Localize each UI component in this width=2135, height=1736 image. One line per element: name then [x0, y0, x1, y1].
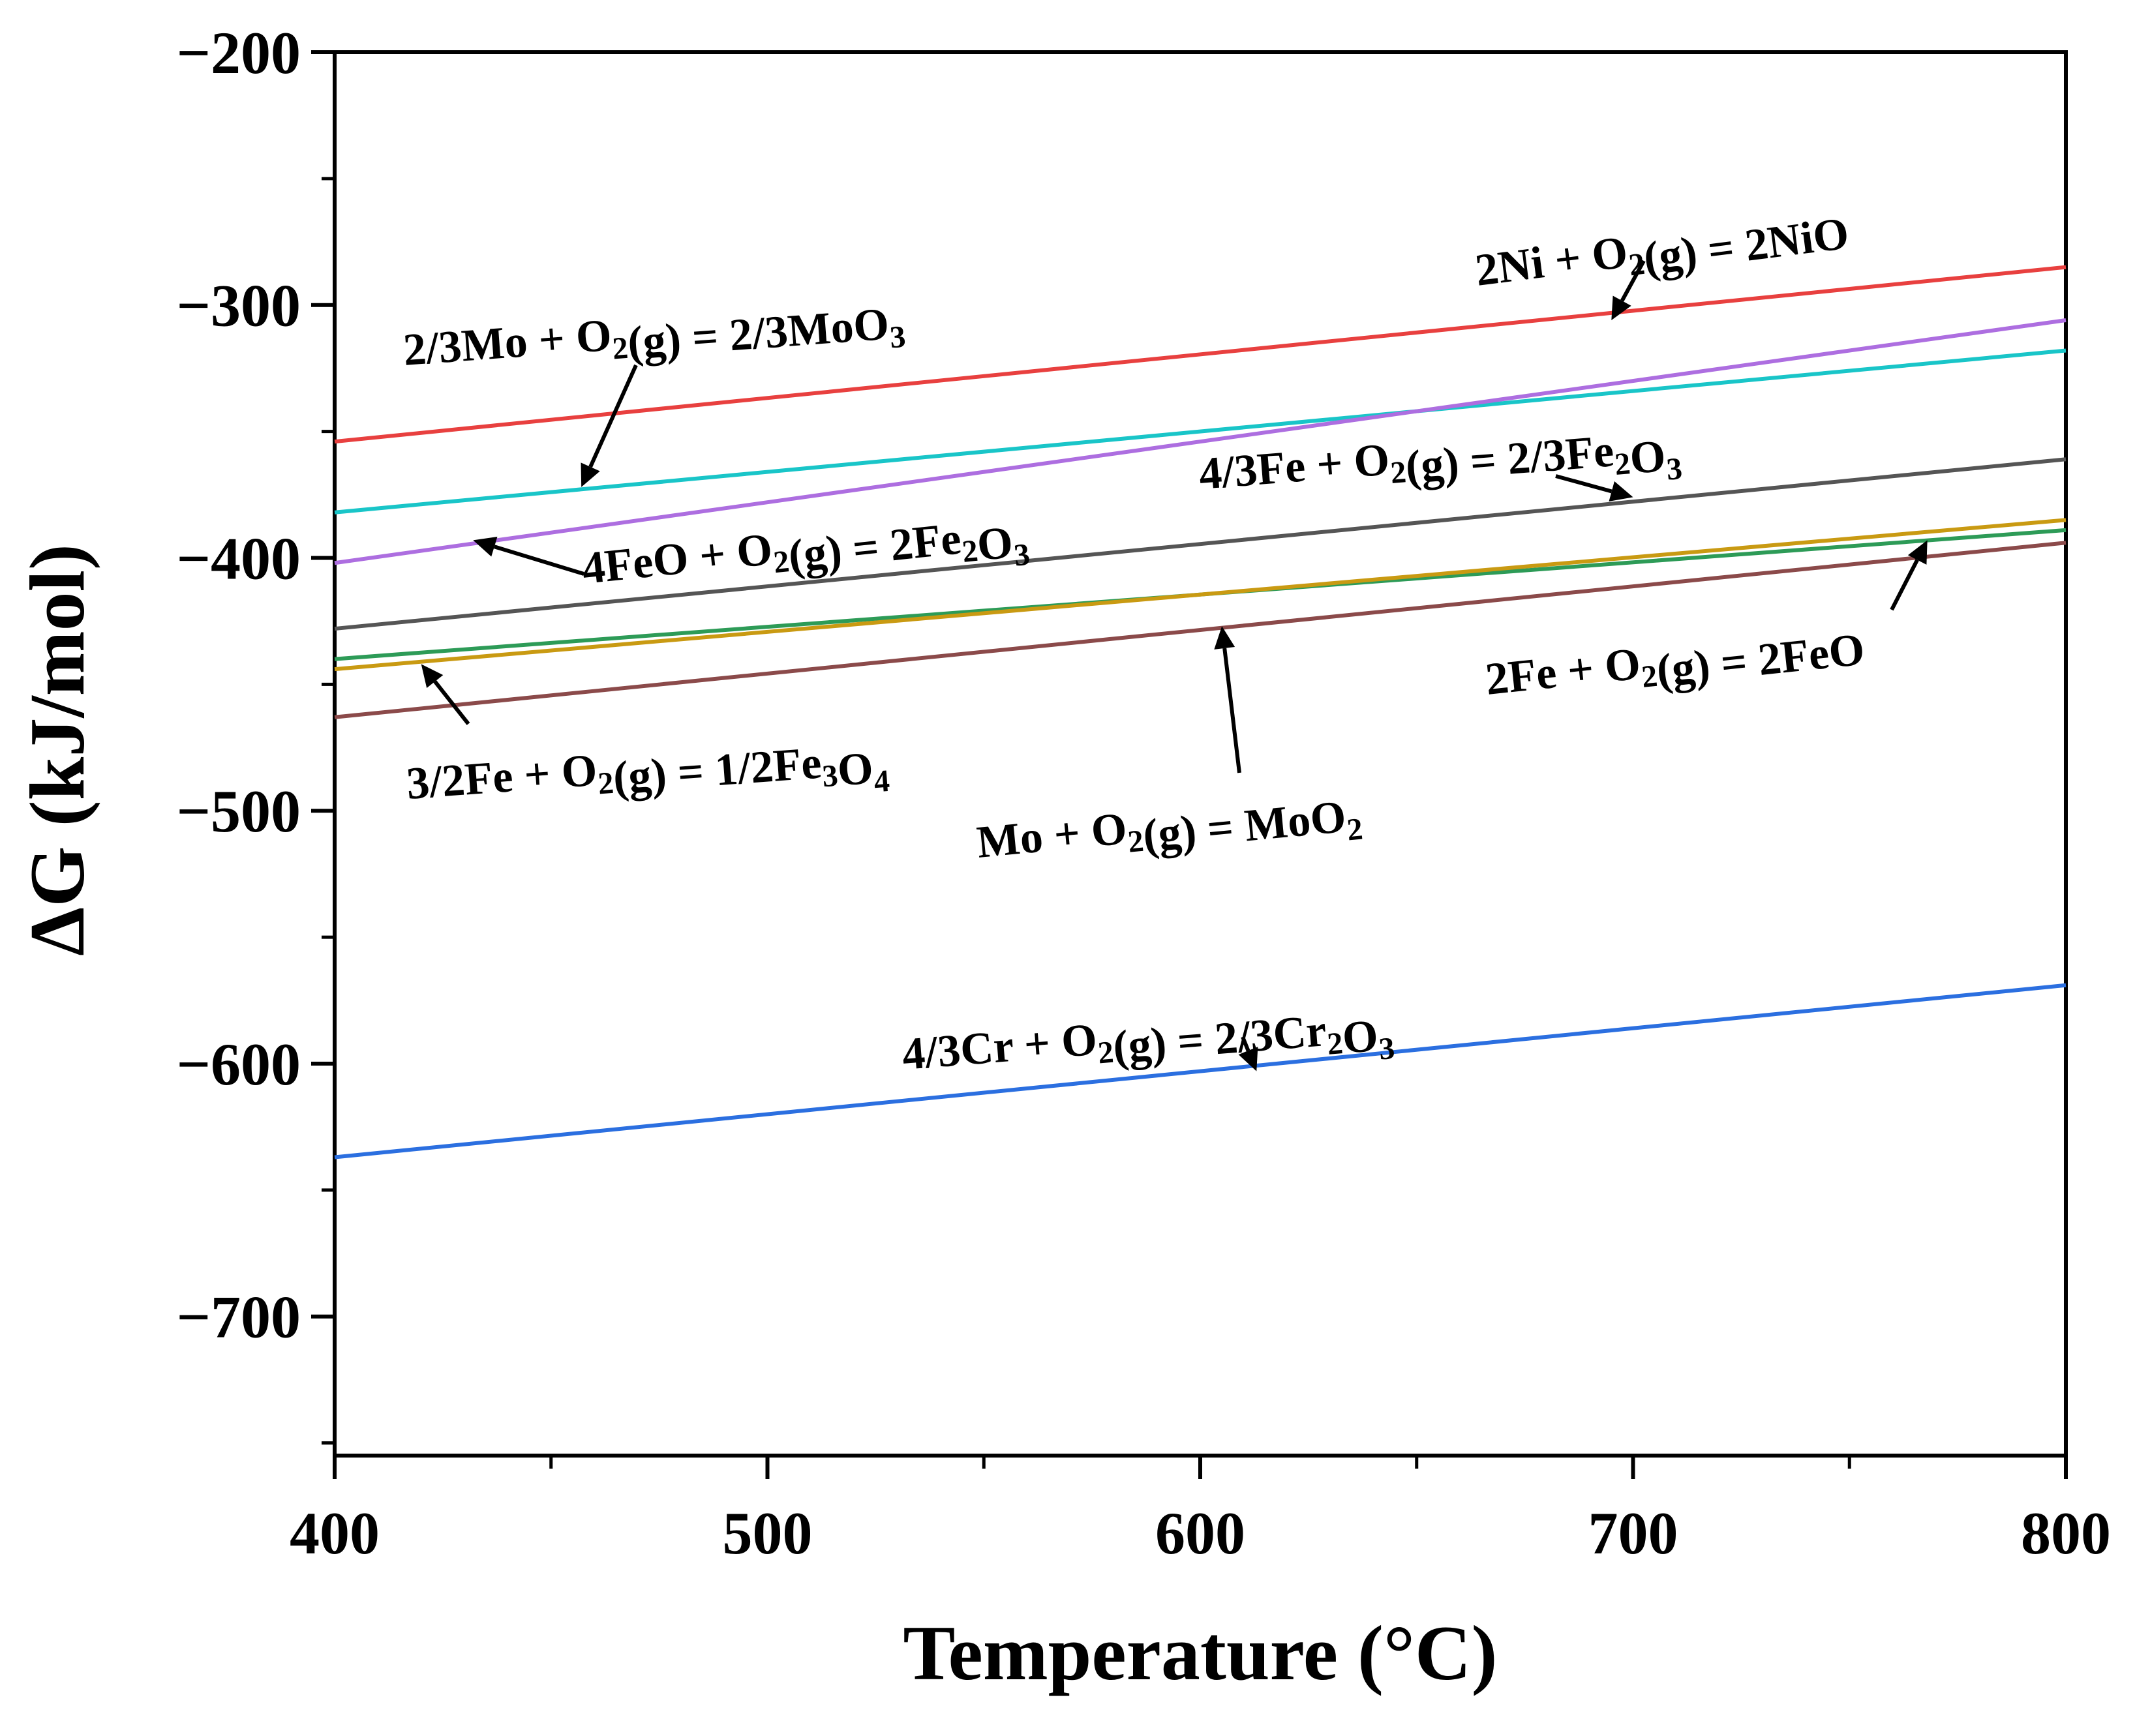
annotation-arrowhead [473, 536, 498, 557]
series-layer [334, 265, 2067, 1160]
annotation-label: 2/3Mo + O2(g) = 2/3MoO3 [402, 289, 907, 391]
y-tick-label: −400 [177, 525, 301, 591]
series-line [334, 265, 2067, 444]
y-tick-label: −500 [177, 778, 301, 845]
x-tick-label: 700 [1588, 1500, 1678, 1566]
x-tick-label: 800 [2021, 1500, 2111, 1566]
y-tick-label: −300 [177, 273, 301, 339]
y-tick-label: −600 [177, 1031, 301, 1098]
plot-frame-layer: −200 −300 −400 −500 −600 −700 400 500 600 700 800 [177, 20, 2111, 1566]
annotation-arrow [1555, 474, 1613, 494]
y-axis-title: ΔG (kJ/mol) [14, 544, 100, 956]
annotation-label: 4/3Fe + O2(g) = 2/3Fe2O3 [1197, 412, 1684, 524]
x-tick-label: 600 [1155, 1500, 1245, 1566]
x-axis-title: Temperature (°C) [903, 1609, 1497, 1696]
annotation-arrow [1241, 1036, 1250, 1052]
y-tick-label: −700 [177, 1284, 301, 1351]
annotation-arrow [1620, 260, 1646, 302]
series-line [334, 541, 2067, 719]
annotation-arrowhead [1907, 540, 1928, 565]
y-tick-label: −200 [177, 20, 301, 86]
annotation-arrowhead [1238, 1047, 1258, 1071]
annotation-arrowhead [421, 664, 444, 688]
annotation-arrowhead [1214, 626, 1235, 650]
series-line [334, 518, 2067, 672]
annotation-label: 2Fe + O2(g) = 2FeO [1483, 616, 1867, 714]
annotation-arrowhead [581, 462, 600, 487]
annotation-layer: 2Ni + O2(g) = 2NiO 2/3Mo + O2(g) = 2/3Mo… [402, 200, 1867, 1104]
annotation-arrow [493, 545, 584, 576]
annotation-label: Mo + O2(g) = MoO2 [975, 781, 1364, 883]
series-line [334, 457, 2067, 631]
annotation-arrow [433, 680, 470, 725]
annotation-arrow-layer [421, 260, 1928, 1071]
annotation-label: 2Ni + O2(g) = 2NiO [1472, 200, 1851, 305]
x-tick-label: 400 [290, 1500, 380, 1566]
annotation-arrowhead [1611, 295, 1631, 321]
series-line [334, 318, 2067, 565]
series-line [334, 983, 2067, 1160]
annotation-arrow [1222, 648, 1241, 773]
annotation-label: 4/3Cr + O2(g) = 2/3Cr2O3 [900, 991, 1396, 1104]
annotation-arrow [1890, 559, 1919, 611]
annotation-label: 3/2Fe + O2(g) = 1/2Fe3O4 [405, 724, 891, 833]
x-tick-label: 500 [723, 1500, 813, 1566]
series-line [334, 348, 2067, 515]
annotation-arrow [588, 364, 638, 468]
annotation-arrowhead [1609, 481, 1633, 501]
